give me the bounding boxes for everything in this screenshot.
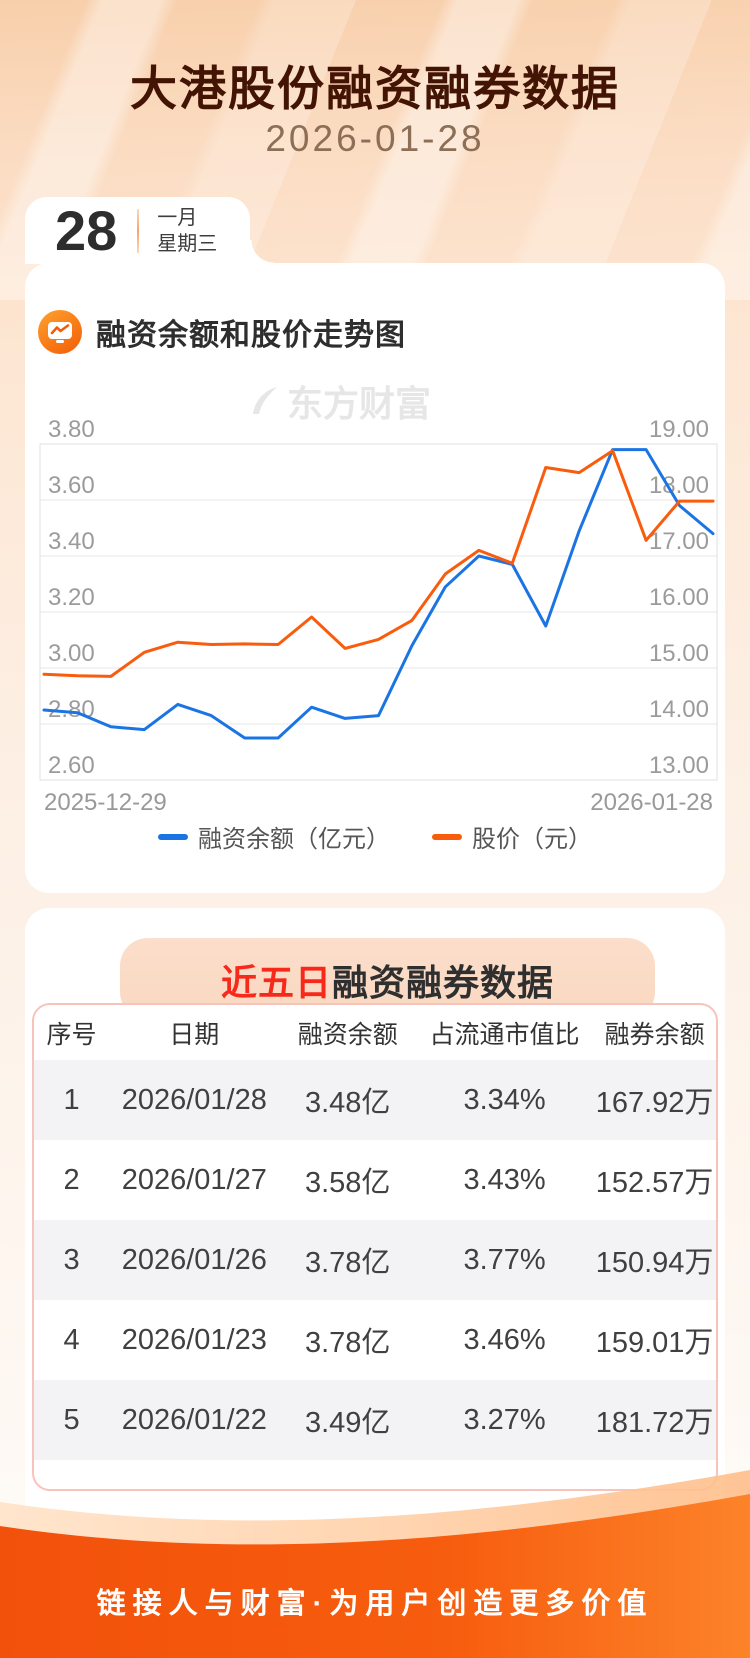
right-axis-tick: 18.00: [649, 472, 709, 499]
table-section-title: 近五日融资融券数据: [221, 954, 554, 1006]
footer-slogan: 链接人与财富·为用户创造更多价值: [96, 1588, 654, 1620]
table-cell: 2026/01/22: [121, 1403, 267, 1436]
calendar-chip: 28 一月 星期三: [25, 197, 250, 264]
legend-item-margin-balance: 融资余额（亿元）: [158, 819, 390, 854]
series-line-left: [42, 448, 715, 740]
footer-wave: [0, 1470, 750, 1658]
right-axis-tick: 19.00: [649, 416, 709, 443]
line-chart: 3.803.603.403.203.002.802.6019.0018.0017…: [39, 416, 718, 816]
right-axis-tick: 14.00: [649, 696, 709, 723]
table-row: 1 2026/01/28 3.48亿 3.34% 167.92万: [34, 1060, 716, 1140]
table-cell: 3.78亿: [304, 1327, 391, 1359]
calendar-weekday: 星期三: [157, 232, 218, 255]
chart-section-title: 融资余额和股价走势图: [96, 319, 406, 352]
calendar-divider: [137, 208, 140, 253]
table-body: 1 2026/01/28 3.48亿 3.34% 167.92万 2 2026/01/27 3…: [34, 1060, 716, 1460]
table-cell: 3.49亿: [304, 1407, 391, 1439]
legend-marker-orange: [432, 833, 462, 840]
table-header-row: 序号 日期 融资余额 占流通市值比 融券余额: [34, 1005, 716, 1060]
table-cell: 181.72万: [595, 1407, 714, 1439]
right-axis-tick: 17.00: [649, 528, 709, 555]
left-axis-tick: 3.60: [48, 472, 95, 499]
table-cell: 3.27%: [463, 1403, 546, 1436]
table-cell: 3.48亿: [304, 1087, 391, 1119]
right-axis-tick: 13.00: [649, 752, 709, 779]
table-cell: 159.01万: [595, 1327, 714, 1359]
legend-label: 融资余额（亿元）: [198, 826, 390, 853]
table-row: 2 2026/01/27 3.58亿 3.43% 152.57万: [34, 1140, 716, 1220]
table-cell: 3.58亿: [304, 1167, 391, 1199]
table-cell: 5: [63, 1403, 80, 1436]
margin-data-table: 序号 日期 融资余额 占流通市值比 融券余额 1 2026/01/28 3.48亿 3.34%…: [32, 1003, 718, 1491]
table-cell: 3.77%: [463, 1243, 546, 1276]
chart-legend: 融资余额（亿元） 股价（元）: [25, 819, 725, 854]
table-title-rest: 融资融券数据: [332, 962, 555, 1003]
table-row: 4 2026/01/23 3.78亿 3.46% 159.01万: [34, 1300, 716, 1380]
calendar-month: 一月: [157, 206, 198, 229]
column-header: 日期: [169, 1020, 220, 1049]
table-row: 3 2026/01/26 3.78亿 3.77% 150.94万: [34, 1220, 716, 1300]
table-row: 5 2026/01/22 3.49亿 3.27% 181.72万: [34, 1380, 716, 1460]
page-date: 2026-01-28: [265, 118, 485, 159]
x-axis-label-end: 2026-01-28: [590, 789, 713, 816]
plot-border: [39, 443, 718, 781]
table-cell: 3.78亿: [304, 1247, 391, 1279]
left-axis-tick: 2.60: [48, 752, 95, 779]
column-header: 占流通市值比: [429, 1020, 580, 1049]
table-cell: 2026/01/23: [121, 1323, 267, 1356]
table-cell: 150.94万: [595, 1247, 714, 1279]
legend-marker-blue: [158, 833, 188, 840]
trend-chart-icon: [38, 310, 82, 354]
column-header: 融券余额: [604, 1020, 705, 1049]
table-cell: 3: [63, 1243, 80, 1276]
chart-card: 融资余额和股价走势图 东方财富 3.80 3.60 3.40 3.20 3.00 2.80…: [25, 263, 725, 893]
series-line-right: [42, 449, 715, 678]
page-title: 大港股份融资融券数据: [130, 62, 620, 115]
legend-label: 股价（元）: [472, 826, 592, 853]
right-axis-tick: 15.00: [649, 640, 709, 667]
left-axis-tick: 3.80: [48, 416, 95, 443]
right-axis-tick: 16.00: [649, 584, 709, 611]
legend-item-stock-price: 股价（元）: [432, 819, 592, 854]
table-cell: 152.57万: [595, 1167, 714, 1199]
column-header: 序号: [46, 1020, 97, 1049]
calendar-day: 28: [55, 199, 118, 262]
table-cell: 2: [63, 1163, 80, 1196]
chip-concave-corner: [250, 240, 274, 264]
table-cell: 2026/01/27: [121, 1163, 267, 1196]
table-cell: 3.43%: [463, 1163, 546, 1196]
column-header: 融资余额: [297, 1020, 398, 1049]
table-cell: 2026/01/28: [121, 1083, 267, 1116]
table-cell: 1: [63, 1083, 80, 1116]
left-axis-tick: 3.20: [48, 584, 95, 611]
table-cell: 3.34%: [463, 1083, 546, 1116]
left-axis-tick: 3.40: [48, 528, 95, 555]
table-cell: 167.92万: [595, 1087, 714, 1119]
table-title-highlight: 近五日: [220, 962, 332, 1003]
left-axis-tick: 3.00: [48, 640, 95, 667]
table-cell: 2026/01/26: [121, 1243, 267, 1276]
table-cell: 4: [63, 1323, 80, 1356]
x-axis-label-start: 2025-12-29: [44, 789, 167, 816]
table-cell: 3.46%: [463, 1323, 546, 1356]
